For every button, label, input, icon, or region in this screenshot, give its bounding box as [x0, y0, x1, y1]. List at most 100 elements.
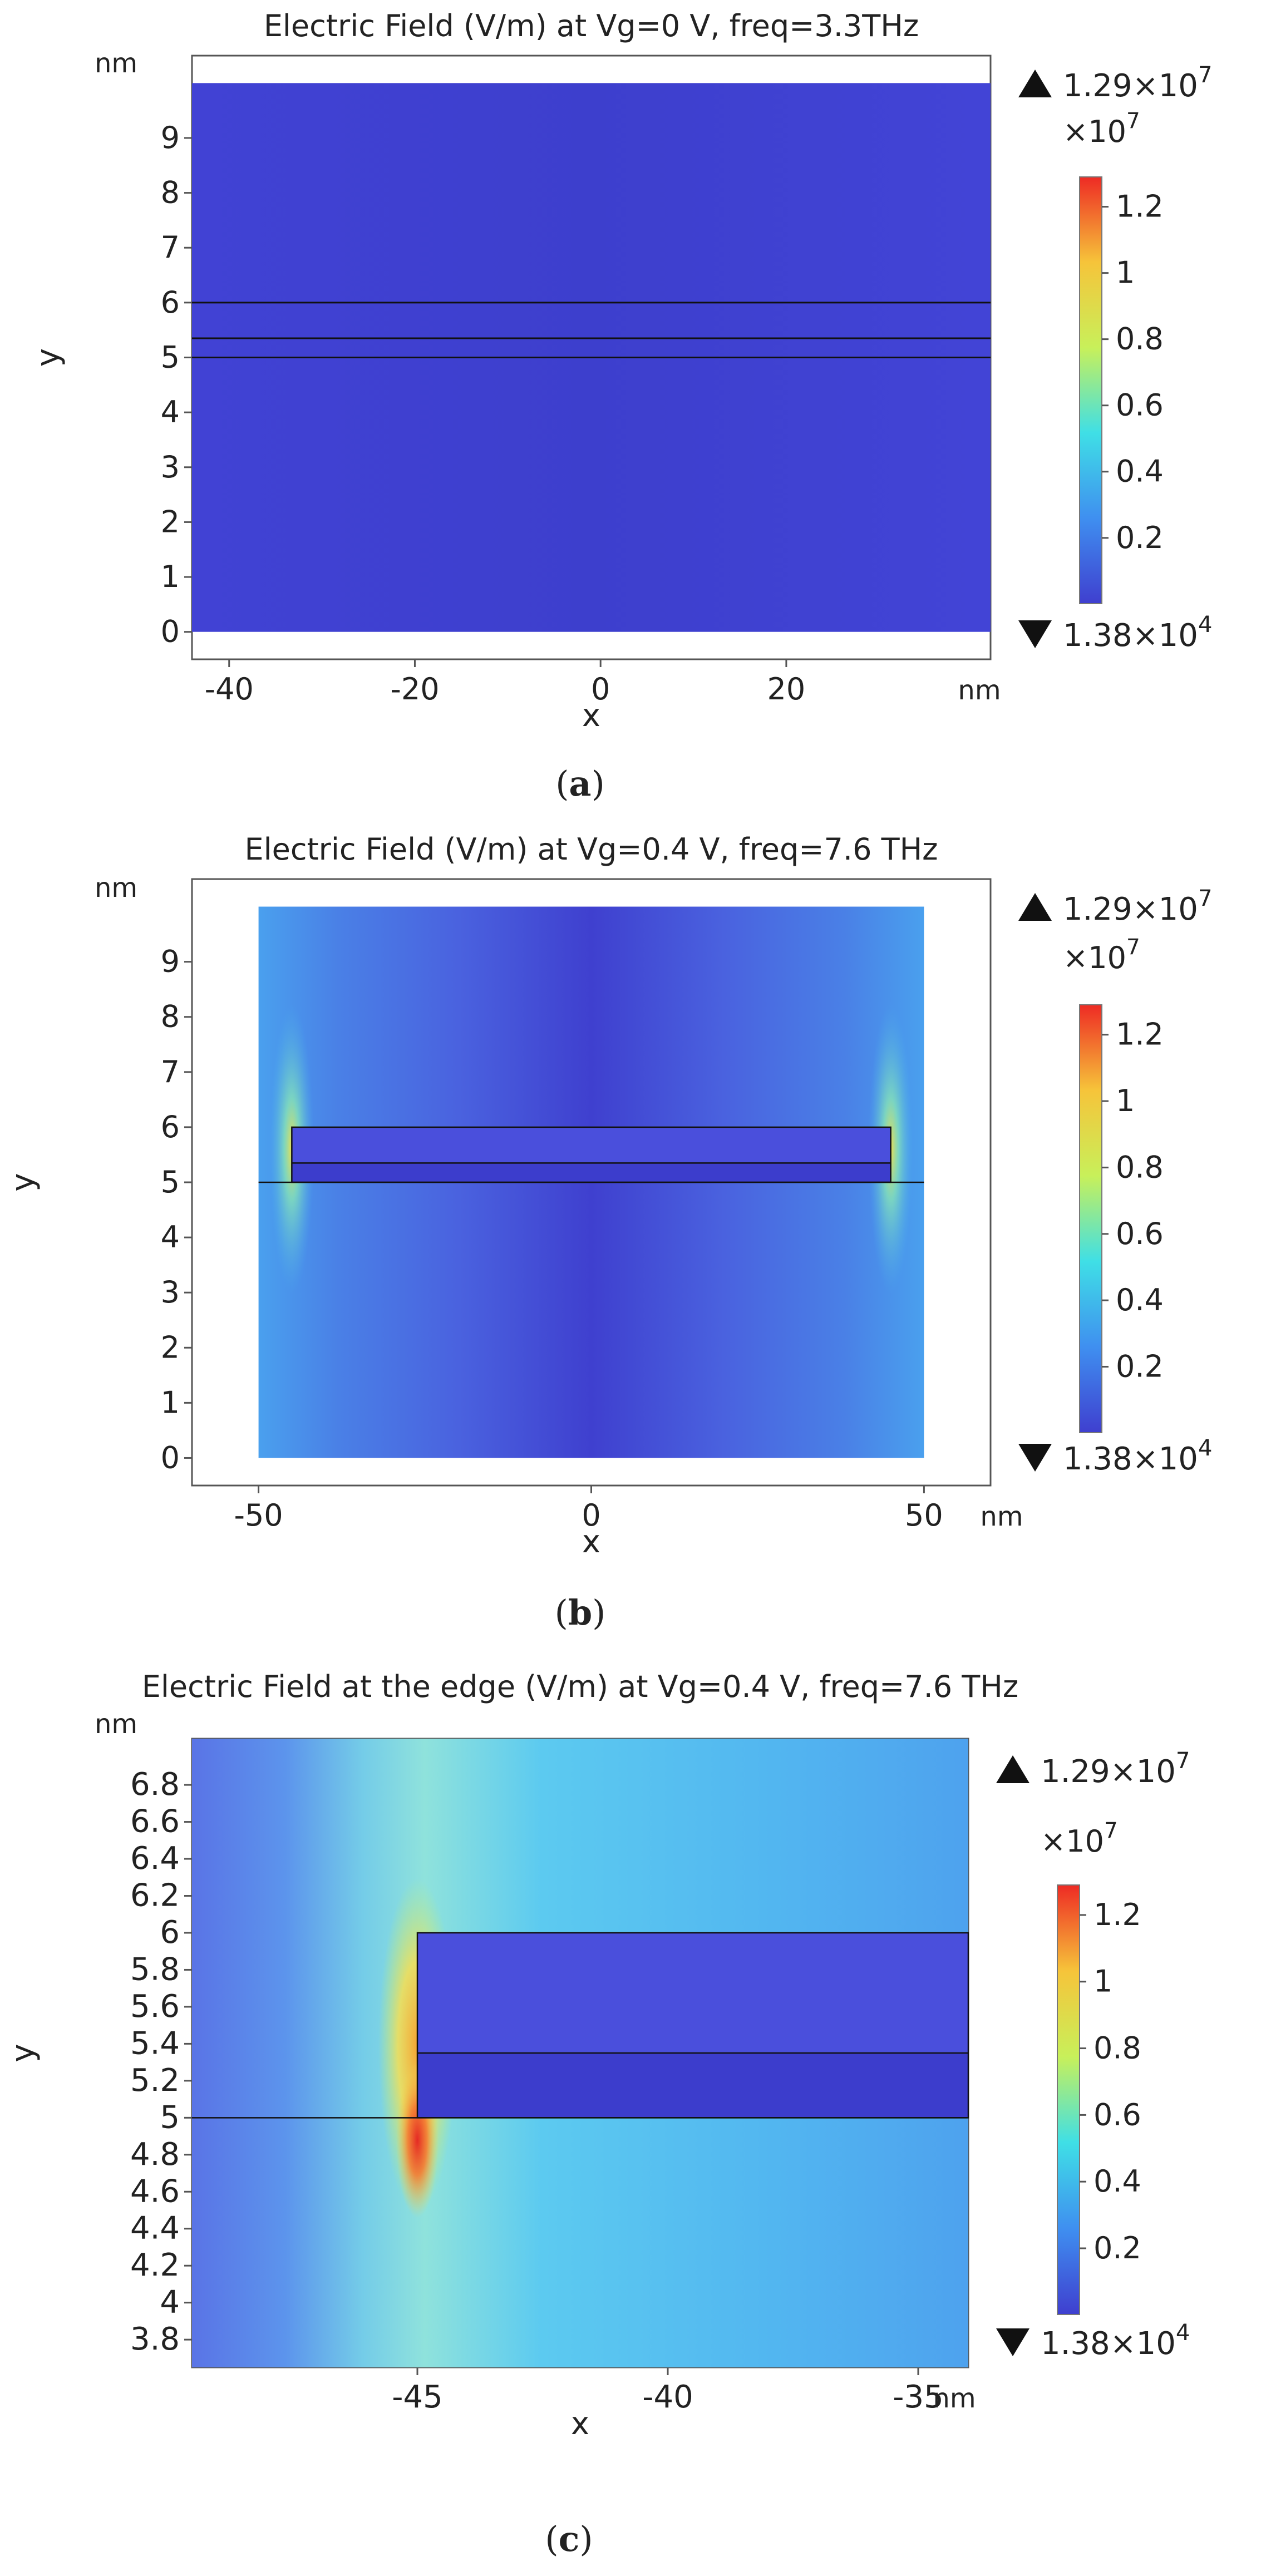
colorbar-tick-label: 0.2 [1093, 2230, 1141, 2266]
x-tick-label: -35 [893, 2379, 943, 2415]
chart-title: Electric Field at the edge (V/m) at Vg=0… [142, 1669, 1018, 1704]
colorbar-tick-label: 0.2 [1116, 1349, 1164, 1384]
x-unit-label: nm [980, 1501, 1023, 1532]
colorbar-tick-label: 1.2 [1116, 189, 1164, 224]
panel-b: Electric Field (V/m) at Vg=0.4 V, freq=7… [5, 832, 1213, 1633]
colorbar-max-label: 1.29×107 [1063, 62, 1213, 104]
y-tick-label: 6.4 [130, 1840, 180, 1877]
colorbar-tick-label: 1 [1116, 255, 1135, 290]
y-tick-label: 6.2 [130, 1878, 180, 1914]
chart-title: Electric Field (V/m) at Vg=0 V, freq=3.3… [264, 8, 919, 43]
colorbar-min-label: 1.38×104 [1063, 1435, 1213, 1477]
y-tick-label: 3.8 [130, 2321, 180, 2357]
x-axis-label: x [582, 698, 600, 734]
y-tick-label: 4 [161, 394, 180, 430]
colorbar-tick-label: 1 [1093, 1964, 1112, 1999]
y-tick-label: 6 [161, 1109, 180, 1144]
y-tick-label: 4.6 [130, 2173, 180, 2209]
min-arrow-icon [996, 2328, 1030, 2356]
y-axis-label: y [5, 1173, 41, 1191]
min-arrow-icon [1018, 620, 1052, 648]
y-tick-label: 4.4 [130, 2210, 180, 2247]
y-tick-label: 0 [161, 614, 180, 649]
x-tick-label: -40 [642, 2379, 693, 2415]
colorbar-tick-label: 0.4 [1116, 1282, 1164, 1317]
colorbar-min-label: 1.38×104 [1041, 2320, 1190, 2362]
y-tick-label: 4 [160, 2284, 180, 2321]
y-tick-label: 2 [161, 504, 180, 539]
colorbar-tick-label: 0.2 [1116, 520, 1164, 555]
panel-a: Electric Field (V/m) at Vg=0 V, freq=3.3… [30, 8, 1213, 804]
y-tick-label: 9 [161, 120, 180, 155]
x-axis-label: x [582, 1524, 600, 1560]
y-tick-label: 7 [161, 1054, 180, 1089]
y-tick-label: 0 [161, 1440, 180, 1475]
y-tick-label: 5 [160, 2099, 180, 2135]
x-unit-label: nm [933, 2383, 976, 2414]
panel-caption: (c) [545, 2519, 593, 2559]
y-tick-label: 7 [161, 230, 180, 265]
max-arrow-icon [996, 1755, 1030, 1783]
y-tick-label: 3 [161, 1275, 180, 1310]
x-tick-label: 50 [905, 1498, 943, 1533]
y-axis-label: y [30, 348, 66, 367]
y-tick-label: 5.4 [130, 2025, 180, 2061]
y-tick-label: 5.2 [130, 2062, 180, 2099]
y-tick-label: 2 [161, 1330, 180, 1365]
x-unit-label: nm [958, 675, 1001, 706]
lower-layer [417, 2053, 968, 2118]
y-unit-label: nm [95, 48, 137, 79]
colorbar-tick-label: 1 [1116, 1083, 1135, 1118]
y-tick-label: 5 [161, 1164, 180, 1200]
colorbar-min-label: 1.38×104 [1063, 611, 1213, 654]
y-tick-label: 8 [161, 175, 180, 210]
x-tick-label: -50 [234, 1498, 283, 1533]
colorbar [1079, 176, 1102, 604]
colorbar-scale-label: ×107 [1041, 1819, 1118, 1859]
colorbar-scale-label: ×107 [1063, 935, 1140, 975]
y-tick-label: 8 [161, 999, 180, 1034]
colorbar-tick-label: 0.6 [1116, 1216, 1164, 1251]
y-unit-label: nm [95, 1709, 137, 1740]
chart-title: Electric Field (V/m) at Vg=0.4 V, freq=7… [244, 832, 938, 867]
upper-layer [417, 1932, 968, 2053]
colorbar-max-label: 1.29×107 [1041, 1748, 1190, 1790]
y-unit-label: nm [95, 872, 137, 904]
colorbar-tick-label: 0.6 [1116, 388, 1164, 423]
y-tick-label: 1 [161, 559, 180, 594]
y-tick-label: 6 [161, 285, 180, 320]
y-tick-label: 1 [161, 1385, 180, 1420]
x-tick-label: -20 [390, 672, 439, 707]
x-tick-label: -40 [205, 672, 254, 707]
colorbar-tick-label: 0.4 [1116, 454, 1164, 489]
panel-c: Electric Field at the edge (V/m) at Vg=0… [5, 1669, 1190, 2559]
y-tick-label: 4.8 [130, 2136, 180, 2173]
y-tick-label: 6 [160, 1914, 180, 1951]
x-tick-label: 0 [591, 672, 610, 707]
colorbar-tick-label: 0.8 [1116, 322, 1164, 357]
colorbar-max-label: 1.29×107 [1063, 885, 1213, 927]
panel-caption: (b) [555, 1592, 606, 1633]
colorbar [1079, 1004, 1102, 1433]
max-arrow-icon [1018, 893, 1052, 921]
upper-layer [292, 1127, 891, 1163]
y-tick-label: 4.2 [130, 2247, 180, 2283]
y-axis-label: y [5, 2044, 41, 2062]
colorbar-tick-label: 0.6 [1093, 2097, 1141, 2132]
y-tick-label: 6.8 [130, 1766, 180, 1803]
y-tick-label: 5 [161, 340, 180, 375]
colorbar-tick-label: 0.4 [1093, 2164, 1141, 2199]
y-tick-label: 9 [161, 944, 180, 979]
panel-caption: (a) [555, 763, 605, 804]
y-tick-label: 5.6 [130, 1988, 180, 2025]
lower-layer [292, 1163, 891, 1182]
y-tick-label: 4 [161, 1220, 180, 1255]
colorbar-scale-label: ×107 [1063, 109, 1140, 149]
colorbar-tick-label: 1.2 [1093, 1897, 1141, 1932]
x-tick-label: 20 [767, 672, 806, 707]
colorbar-tick-label: 0.8 [1093, 2031, 1141, 2066]
x-tick-label: -45 [392, 2379, 442, 2415]
max-arrow-icon [1018, 70, 1052, 97]
x-tick-label: 0 [582, 1498, 600, 1533]
